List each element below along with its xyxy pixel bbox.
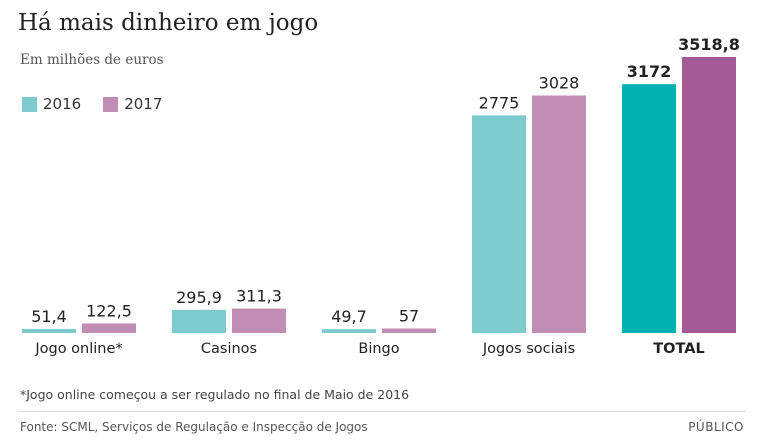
brand-logo: PÚBLICO [688, 420, 744, 434]
chart-subtitle: Em milhões de euros [20, 52, 164, 68]
category-label-2: Bingo [358, 341, 399, 357]
data-label-2016-0: 51,4 [31, 307, 67, 326]
legend-swatch-2016 [22, 96, 37, 112]
source-note: Fonte: SCML, Serviços de Regulação e Ins… [20, 420, 368, 434]
chart-title: Há mais dinheiro em jogo [18, 10, 319, 36]
bar-2017-3 [532, 95, 586, 333]
data-label-2017-3: 3028 [539, 73, 580, 92]
bar-2016-1 [172, 309, 226, 333]
data-label-2016-4: 3172 [627, 62, 672, 81]
bar-2017-4 [682, 57, 736, 333]
bar-2016-4 [622, 84, 676, 334]
data-label-2017-4: 3518,8 [678, 35, 740, 54]
footnote: *Jogo online começou a ser regulado no f… [20, 387, 410, 402]
data-label-2017-2: 57 [399, 307, 419, 326]
legend-item-2017: 2017 [103, 95, 162, 113]
legend-label-2017: 2017 [124, 95, 163, 113]
bar-2016-0 [22, 328, 76, 333]
bar-2016-3 [472, 115, 526, 333]
legend-item-2016: 2016 [22, 95, 81, 113]
category-label-0: Jogo online* [34, 341, 122, 357]
legend: 2016 2017 [22, 95, 184, 113]
category-label-1: Casinos [201, 341, 257, 357]
legend-label-2016: 2016 [43, 95, 82, 113]
bar-2016-2 [322, 329, 376, 333]
data-label-2017-1: 311,3 [236, 287, 282, 306]
bar-2017-2 [382, 328, 436, 333]
data-label-2016-1: 295,9 [176, 288, 222, 307]
bar-2017-0 [82, 323, 136, 333]
data-label-2017-0: 122,5 [86, 301, 132, 320]
category-label-4: TOTAL [653, 341, 704, 357]
data-label-2016-3: 2775 [479, 93, 520, 112]
divider [18, 411, 746, 412]
bar-2017-1 [232, 308, 286, 333]
category-label-3: Jogos sociais [482, 341, 575, 357]
legend-swatch-2017 [103, 96, 119, 112]
data-label-2016-2: 49,7 [331, 307, 367, 326]
